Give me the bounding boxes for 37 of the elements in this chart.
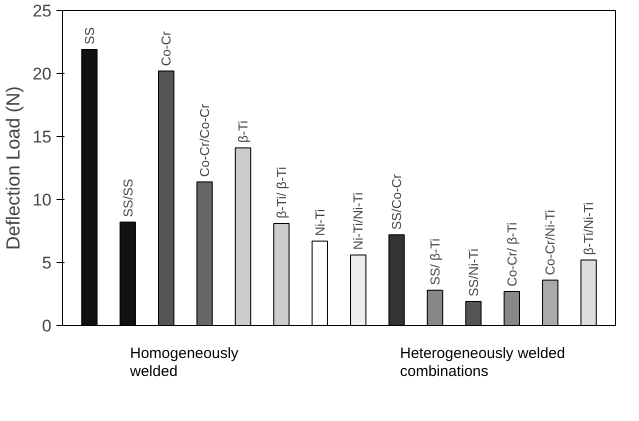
x-tick-label: Co-Cr/ β-Ti: [504, 222, 520, 286]
x-tick-label: SS: [82, 26, 97, 45]
bar: [234, 147, 252, 326]
bar: [580, 259, 597, 326]
y-tick-label: 5: [42, 254, 52, 272]
y-tick-label: 10: [32, 190, 52, 210]
x-tick-label: SS/ β-Ti: [428, 238, 443, 286]
y-tick-label: 25: [32, 2, 52, 20]
x-tick-label: Co-Cr: [158, 30, 174, 66]
y-tick-label: 20: [32, 64, 52, 84]
x-tick-label: Co-Cr/Ni-Ti: [542, 210, 558, 276]
x-tick-label: β-Ti/ β-Ti: [274, 166, 289, 218]
y-tick-label: 15: [32, 128, 52, 146]
x-tick-label: Ni-Ti: [312, 208, 328, 236]
bar: [158, 70, 174, 326]
bar: [426, 290, 444, 326]
bar: [273, 222, 290, 326]
x-tick-label: Co-Cr/Co-Cr: [197, 103, 212, 177]
x-tick-label: SS/Ni-Ti: [466, 248, 481, 297]
bar: [120, 222, 136, 326]
bar: [350, 254, 366, 326]
x-tick-label: β-Ti: [235, 120, 250, 143]
x-tick-label: Ni-Ti/Ni-Ti: [350, 192, 366, 250]
y-tick-label: 0: [42, 316, 52, 336]
bar: [542, 280, 558, 326]
x-tick-label: SS/SS: [120, 178, 136, 218]
text: Heterogeneously welded combinations: [400, 345, 566, 381]
bar: [196, 181, 213, 326]
bar: [388, 234, 405, 326]
bar: [81, 49, 98, 326]
bar: [465, 301, 482, 326]
bar: [312, 240, 328, 326]
bar: [504, 290, 520, 326]
text: Homogeneously welded: [130, 345, 238, 381]
x-tick-label: β-Ti/Ni-Ti: [581, 202, 596, 255]
x-tick-label: SS/Co-Cr: [389, 173, 404, 230]
y-axis-title: Deflection Load (N): [4, 86, 25, 250]
